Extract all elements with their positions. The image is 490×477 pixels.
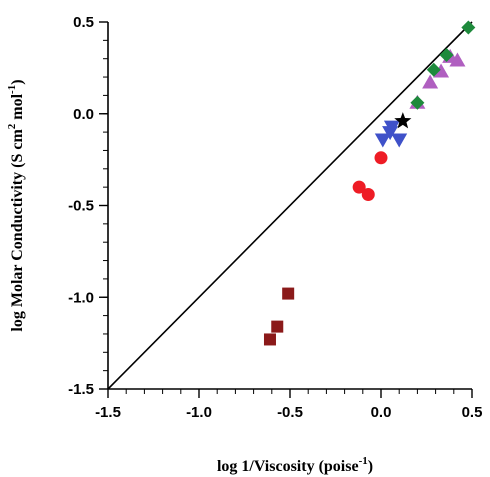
data-point-diamond — [461, 20, 476, 35]
y-tick-label: -0.5 — [68, 198, 94, 215]
y-axis-label-part: mol — [9, 93, 26, 123]
x-tick-label: -0.5 — [277, 404, 303, 421]
data-point-square — [282, 287, 295, 300]
x-axis-label-sup: -1 — [359, 455, 368, 467]
data-point-diamond — [426, 62, 441, 77]
data-point-star — [394, 112, 412, 129]
data-point-square — [263, 333, 276, 346]
x-tick-label: -1.5 — [95, 404, 121, 421]
y-axis-label: log Molar Conductivity (S cm2 mol-1) — [6, 79, 26, 331]
data-point-triangle-up — [422, 74, 439, 89]
y-tick-label: -1.0 — [68, 289, 94, 306]
x-tick-label: -1.0 — [186, 404, 212, 421]
x-axis-label: log 1/Viscosity (poise-1) — [217, 455, 373, 475]
data-point-triangle-down — [391, 133, 408, 148]
data-point-diamond — [410, 95, 425, 110]
y-axis-label-part: -1 — [6, 85, 18, 94]
data-point-triangle-up — [433, 63, 450, 78]
data-point-square — [271, 320, 284, 333]
data-point-triangle-down — [374, 133, 391, 148]
data-point-triangle-down — [383, 120, 400, 135]
y-tick-label: -1.5 — [68, 381, 94, 398]
y-axis-label-part: 2 — [6, 123, 18, 129]
data-point-triangle-up — [449, 52, 466, 67]
y-axis-label-part: log Molar Conductivity (S cm — [9, 129, 26, 332]
x-axis-label-main: log 1/Viscosity (poise — [217, 458, 359, 475]
data-point-diamond — [439, 48, 454, 63]
x-tick-label: 0.5 — [462, 404, 483, 421]
data-point-circle — [374, 151, 388, 165]
y-axis-label-part: ) — [9, 79, 26, 84]
reference-line — [107, 21, 473, 390]
data-point-circle — [361, 187, 375, 201]
y-tick-label: 0.0 — [73, 106, 94, 123]
plot-layer: -1.5 -1.0 -0.5 0.0 0.5 -1.5 -1.0 -0.5 0.0 0.5 — [68, 14, 482, 421]
x-axis-label-tail: ) — [368, 458, 373, 475]
data-point-circle — [352, 180, 366, 194]
x-tick-label: 0.0 — [371, 404, 392, 421]
y-tick-label: 0.5 — [73, 14, 94, 31]
